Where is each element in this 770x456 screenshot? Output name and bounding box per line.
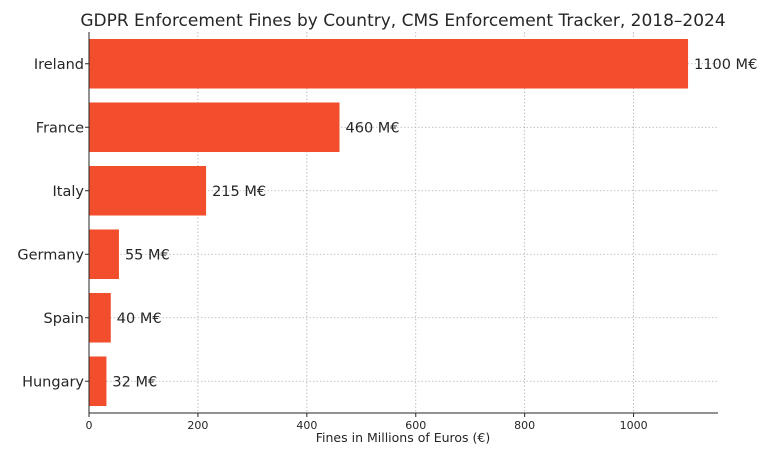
grid-layer <box>88 32 718 413</box>
y-tick-label: Hungary <box>22 374 84 390</box>
x-axis-label: Fines in Millions of Euros (€) <box>316 430 491 445</box>
bar-value-label: 215 M€ <box>212 184 266 200</box>
y-tick-label: Italy <box>53 184 85 200</box>
bar-value-label: 1100 M€ <box>694 57 757 73</box>
x-tick-label: 400 <box>296 419 317 432</box>
x-tick-label: 0 <box>86 419 93 432</box>
bar-hungary <box>89 356 107 407</box>
y-tick-label: Germany <box>17 247 84 263</box>
bar-value-label: 32 M€ <box>112 374 157 390</box>
x-tick-label: 200 <box>187 419 208 432</box>
bar-ireland <box>89 38 689 89</box>
bar-value-label: 55 M€ <box>125 247 170 263</box>
x-tick-label: 1000 <box>620 419 648 432</box>
bar-france <box>89 102 340 153</box>
chart-title: GDPR Enforcement Fines by Country, CMS E… <box>80 11 725 31</box>
axis-layer: 0 200 400 600 800 1000 Ireland France Italy Germa… <box>17 32 718 432</box>
x-tick-label: 800 <box>514 419 535 432</box>
bar-spain <box>89 292 111 343</box>
bar-italy <box>89 165 207 216</box>
y-tick-label: Spain <box>43 311 84 327</box>
bar-layer: 1100 M€ 460 M€ 215 M€ 55 M€ 40 M€ 32 M€ <box>89 38 757 407</box>
x-tick-label: 600 <box>405 419 426 432</box>
y-tick-label: France <box>36 120 84 136</box>
y-tick-label: Ireland <box>34 57 84 73</box>
bar-germany <box>89 229 119 280</box>
bar-value-label: 460 M€ <box>346 120 400 136</box>
bar-value-label: 40 M€ <box>117 311 162 327</box>
